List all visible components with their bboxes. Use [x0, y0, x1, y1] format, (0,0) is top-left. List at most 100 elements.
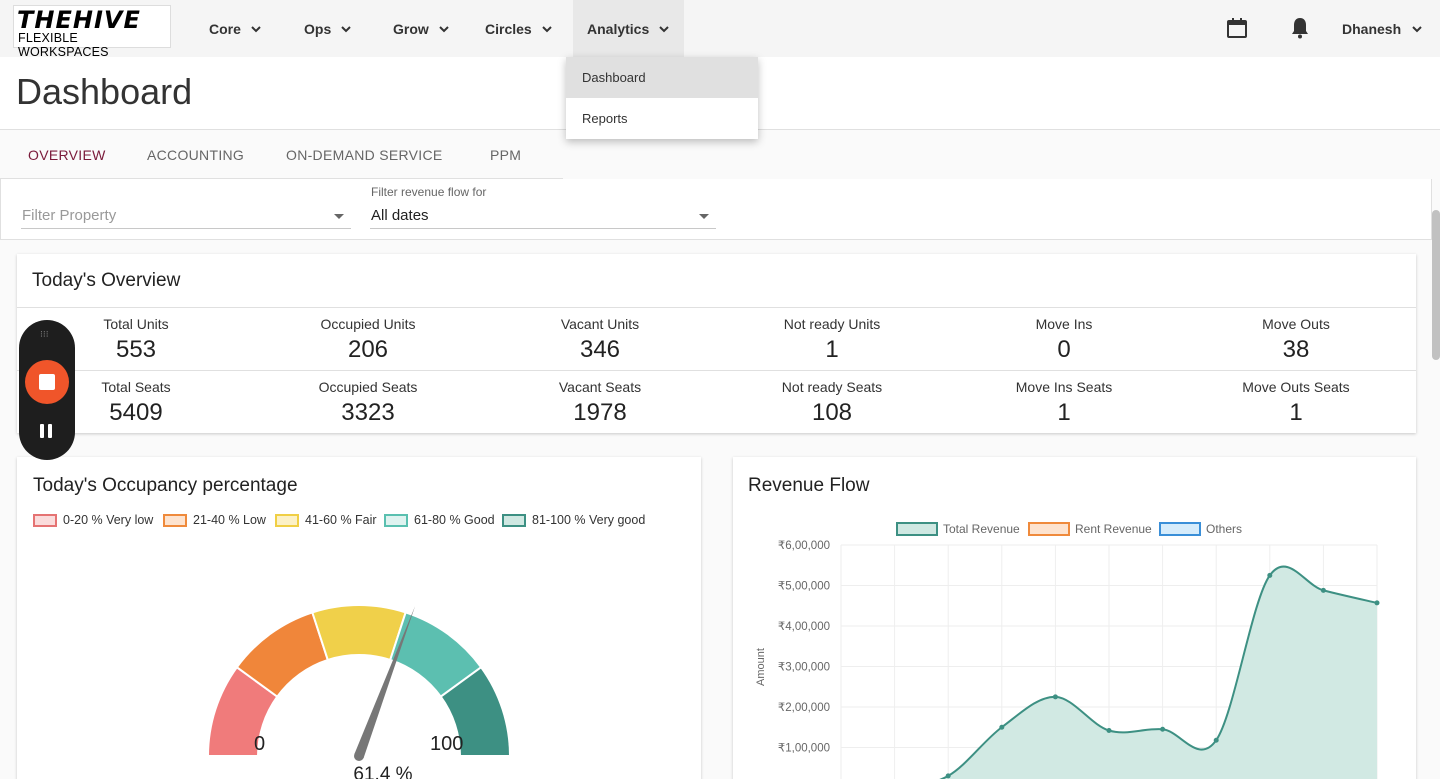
pause-recording-button[interactable] — [40, 424, 54, 440]
nav-core-label: Core — [209, 20, 241, 37]
stat-vacant-seats: Vacant Seats 1978 — [484, 379, 716, 427]
y-tick-label: ₹1,00,000 — [778, 743, 830, 755]
y-axis-ticks: ₹1,00,000 ₹2,00,000 ₹3,00,000 ₹4,00,000 ₹5,0… — [778, 540, 830, 755]
tab-ppm[interactable]: PPM — [490, 146, 522, 163]
legend-swatch — [33, 513, 57, 527]
stat-label: Move Outs — [1262, 316, 1330, 332]
stat-value: 1 — [825, 336, 839, 363]
stat-value: 5409 — [109, 399, 163, 426]
stat-label: Not ready Units — [783, 316, 881, 332]
data-point[interactable] — [1052, 694, 1058, 700]
nav-core[interactable]: Core — [195, 0, 276, 57]
revenue-legend: Total Revenue Rent Revenue Others — [896, 522, 1242, 536]
gauge-max-label: 100 — [430, 733, 463, 755]
chevron-down-icon — [541, 25, 552, 32]
y-tick-label: ₹3,00,000 — [778, 662, 830, 674]
revenue-flow-chart: Total Revenue Rent Revenue Others ₹1,00,00… — [755, 522, 1380, 779]
legend-label[interactable]: Others — [1206, 522, 1242, 536]
revenue-filter-value: All dates — [371, 207, 429, 224]
stat-occupied-units: Occupied Units 206 — [252, 316, 484, 364]
legend-label[interactable]: Total Revenue — [943, 522, 1020, 536]
nav-circles[interactable]: Circles — [471, 0, 567, 57]
page-scrollbar[interactable] — [1432, 210, 1440, 360]
data-point[interactable] — [1374, 600, 1380, 606]
tab-overview[interactable]: OVERVIEW — [28, 146, 106, 163]
data-point[interactable] — [1160, 726, 1166, 732]
occupancy-legend-item[interactable]: 41-60 % Fair — [275, 513, 377, 527]
stat-value: 38 — [1282, 336, 1310, 363]
stop-icon — [39, 374, 55, 390]
gauge-segments — [206, 604, 512, 757]
data-point[interactable] — [1320, 587, 1326, 593]
calendar-icon[interactable] — [1225, 16, 1249, 40]
nav-analytics[interactable]: Analytics — [573, 0, 685, 57]
user-menu[interactable]: Dhanesh — [1342, 0, 1423, 57]
legend-swatch — [1028, 522, 1070, 536]
stat-label: Total Seats — [101, 379, 171, 395]
legend-label: 41-60 % Fair — [305, 513, 377, 527]
stat-move-outs: Move Outs 38 — [1180, 316, 1412, 364]
stop-recording-button[interactable] — [25, 360, 69, 404]
tab-accounting[interactable]: ACCOUNTING — [147, 146, 245, 163]
occupancy-legend-item[interactable]: 0-20 % Very low — [33, 513, 153, 527]
stat-value: 3323 — [341, 399, 395, 426]
chevron-down-icon — [659, 25, 669, 32]
stat-move-ins-seats: Move Ins Seats 1 — [948, 379, 1180, 427]
occupancy-legend-item[interactable]: 21-40 % Low — [163, 513, 266, 527]
data-point[interactable] — [1267, 572, 1273, 578]
gauge-min-label: 0 — [254, 733, 265, 755]
stat-occupied-seats: Occupied Seats 3323 — [252, 379, 484, 427]
overview-title: Today's Overview — [32, 270, 181, 291]
tab-on-demand-service[interactable]: ON-DEMAND SERVICE — [286, 146, 443, 163]
total-revenue-area — [941, 566, 1377, 779]
menu-item-dashboard[interactable]: Dashboard — [566, 57, 758, 98]
chevron-down-icon — [251, 25, 261, 32]
nav-grow[interactable]: Grow — [379, 0, 464, 57]
chevron-down-icon — [1412, 25, 1422, 32]
occupancy-legend-item[interactable]: 61-80 % Good — [384, 513, 495, 527]
chevron-down-icon — [341, 25, 351, 32]
data-point[interactable] — [1213, 737, 1219, 743]
y-axis-label: Amount — [755, 648, 767, 686]
chevron-down-icon — [439, 25, 449, 32]
stat-label: Move Ins Seats — [1015, 379, 1113, 395]
logo[interactable]: THEHIVE FLEXIBLE WORKSPACES — [13, 5, 171, 59]
legend-label[interactable]: Rent Revenue — [1075, 522, 1152, 536]
stat-label: Move Ins — [1035, 316, 1093, 332]
stat-value: 1978 — [573, 399, 627, 426]
legend-label: 0-20 % Very low — [63, 513, 154, 527]
y-tick-label: ₹5,00,000 — [778, 581, 830, 593]
data-point[interactable] — [1106, 727, 1112, 733]
legend-swatch — [896, 522, 938, 536]
revenue-date-filter-select[interactable]: Filter revenue flow for All dates — [370, 185, 716, 229]
nav-circles-label: Circles — [485, 20, 532, 37]
legend-swatch — [384, 513, 408, 527]
legend-swatch — [275, 513, 299, 527]
stat-value: 1 — [1057, 399, 1071, 426]
legend-swatch — [502, 513, 526, 527]
screen-recorder-widget: ⁝⁝⁝ — [19, 320, 75, 460]
occupancy-legend-item[interactable]: 81-100 % Very good — [502, 513, 645, 527]
todays-overview-card: Today's Overview Total Units 553 Occupie… — [17, 254, 1416, 433]
menu-item-reports[interactable]: Reports — [582, 111, 628, 126]
stat-value: 108 — [811, 399, 853, 426]
stat-label: Total Units — [103, 316, 169, 332]
caret-down-icon — [334, 214, 344, 219]
logo-sub-text: FLEXIBLE WORKSPACES — [18, 31, 109, 59]
stat-not-ready-seats: Not ready Seats 108 — [716, 379, 948, 427]
nav-ops-label: Ops — [304, 20, 332, 37]
y-tick-label: ₹2,00,000 — [778, 702, 830, 714]
bell-icon[interactable] — [1288, 16, 1312, 40]
user-name: Dhanesh — [1342, 20, 1402, 37]
data-point[interactable] — [945, 773, 951, 779]
stat-value: 1 — [1289, 399, 1303, 426]
drag-handle-icon[interactable]: ⁝⁝⁝ — [40, 329, 49, 339]
property-filter-select[interactable]: Filter Property — [21, 199, 351, 229]
data-point[interactable] — [999, 724, 1005, 730]
gauge-segment — [439, 665, 512, 757]
stat-value: 0 — [1057, 336, 1071, 363]
nav-ops[interactable]: Ops — [290, 0, 366, 57]
stat-label: Vacant Seats — [558, 379, 642, 395]
top-navbar: THEHIVE FLEXIBLE WORKSPACES Core Ops Gro… — [0, 0, 1440, 59]
legend-swatch — [163, 513, 187, 527]
